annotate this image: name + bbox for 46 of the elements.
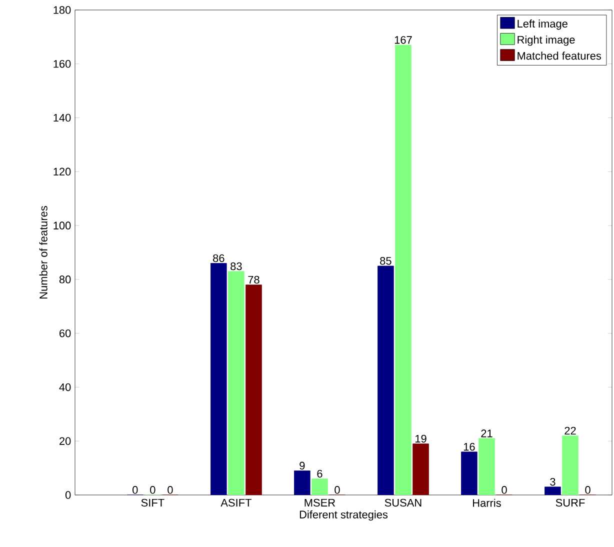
data-label: 167 [394, 36, 412, 44]
data-label: 6 [317, 470, 322, 478]
x-tick-label: MSER [304, 498, 336, 507]
bar [378, 266, 394, 495]
x-axis-title: Diferent strategies [300, 510, 388, 521]
bar [294, 470, 310, 495]
data-label: 19 [415, 434, 426, 443]
legend-label: Left image [518, 20, 568, 30]
y-tick-label: 40 [59, 383, 71, 392]
bar [461, 452, 478, 495]
data-label: 22 [564, 426, 576, 435]
data-label: 0 [168, 486, 173, 494]
data-label: 0 [150, 486, 156, 494]
legend-label: Right image [518, 36, 575, 46]
data-label: 3 [550, 478, 556, 486]
data-label: 83 [230, 262, 242, 270]
y-tick-label: 0 [65, 491, 71, 499]
x-tick-label: Harris [473, 498, 501, 507]
y-axis-title: Number of features [39, 206, 48, 298]
data-label: 0 [585, 486, 590, 494]
data-label: 21 [481, 430, 492, 438]
bar [544, 486, 561, 495]
y-tick-label: 140 [54, 114, 71, 122]
y-tick-label: 160 [54, 60, 71, 68]
data-label: 0 [502, 486, 507, 494]
y-tick-label: 120 [54, 168, 71, 176]
legend-label: Matched features [518, 52, 602, 60]
data-label: 86 [213, 254, 224, 262]
y-tick-label: 60 [60, 329, 71, 338]
bar [412, 444, 429, 495]
x-tick-label: SIFT [141, 498, 164, 507]
data-label: 16 [464, 442, 475, 451]
y-tick-label: 80 [59, 276, 71, 284]
bar [210, 263, 227, 495]
y-tick-label: 180 [54, 6, 71, 14]
y-tick-label: 100 [54, 222, 71, 230]
y-tick-label: 20 [60, 437, 71, 445]
x-tick-label: SURF [556, 498, 585, 507]
data-label: 0 [334, 486, 340, 494]
data-label: 0 [132, 486, 138, 494]
data-label: 78 [248, 276, 260, 284]
x-tick-label: SUSAN [384, 498, 422, 507]
data-label: 9 [300, 462, 305, 470]
x-tick-label: ASIFT [220, 498, 252, 507]
bar [246, 284, 262, 495]
data-label: 85 [380, 257, 392, 265]
